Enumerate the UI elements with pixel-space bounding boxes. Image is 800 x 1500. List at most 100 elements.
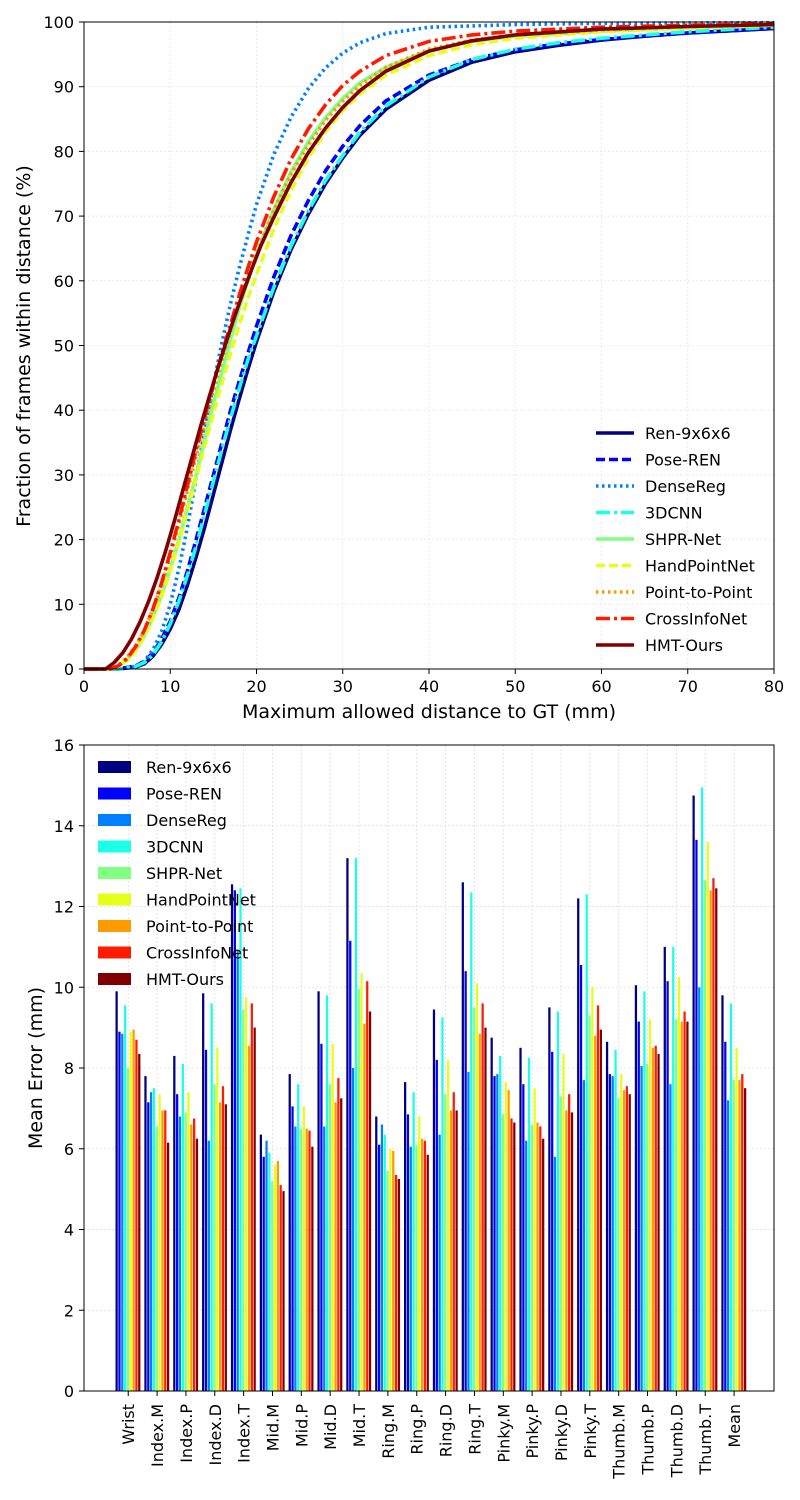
- bar: [129, 1031, 132, 1391]
- bar: [470, 892, 473, 1391]
- bar: [674, 1019, 678, 1391]
- bar: [166, 1142, 170, 1391]
- bar: [721, 995, 724, 1391]
- series-line-3dcnn: [84, 25, 775, 671]
- bottom-y-tick-label: 14: [54, 817, 74, 836]
- legend-label: 3DCNN: [146, 838, 204, 857]
- legend-label: HMT-Ours: [645, 636, 723, 655]
- bar: [643, 991, 646, 1391]
- bar: [193, 1118, 196, 1391]
- bar: [481, 1003, 484, 1391]
- bar: [622, 1090, 626, 1391]
- bar: [380, 1124, 384, 1391]
- bottom-y-tick-label: 12: [54, 898, 74, 917]
- bar: [510, 1118, 513, 1391]
- legend-swatch: [98, 920, 131, 932]
- cumulative-error-chart: 0 10 20 30 40 50 60 70 80 0 10 20 30 40 50 60 70 80 90 100…: [13, 13, 784, 723]
- bar: [496, 1074, 499, 1391]
- bar: [279, 1185, 282, 1391]
- bottom-x-tick-label: Mean: [725, 1404, 744, 1448]
- bar: [709, 890, 712, 1391]
- bar: [259, 1134, 262, 1391]
- top-y-tick-label: 0: [64, 660, 74, 679]
- bar: [596, 1005, 600, 1391]
- bar: [741, 1074, 744, 1391]
- bottom-legend: Ren-9x6x6 Pose-REN DenseReg 3DCNN SHPR-Net Ha…: [98, 758, 256, 989]
- bar: [219, 1102, 222, 1391]
- bar: [334, 1102, 337, 1391]
- bar: [276, 1160, 279, 1391]
- top-x-ticks: 0 10 20 30 40 50 60 70 80: [79, 669, 784, 696]
- mean-error-bar-chart: Wrist Index.M Index.P Index.D Index.T Mid.M Mi…: [25, 736, 775, 1480]
- bar: [138, 1053, 141, 1391]
- bar: [207, 1140, 210, 1391]
- top-x-tick-label: 0: [79, 677, 89, 696]
- bar: [195, 1138, 199, 1391]
- bar: [178, 1116, 182, 1391]
- bar: [608, 1074, 612, 1391]
- bar: [386, 1171, 389, 1391]
- bar: [150, 1092, 153, 1391]
- bar: [542, 1138, 545, 1391]
- bottom-y-tick-label: 10: [54, 978, 74, 997]
- bar: [712, 878, 715, 1391]
- bar: [700, 787, 704, 1391]
- top-y-tick-label: 10: [54, 595, 74, 614]
- bottom-x-tick-label: Mid.M: [263, 1404, 282, 1451]
- bar: [245, 997, 248, 1391]
- bar: [556, 1011, 559, 1391]
- bar: [680, 1021, 683, 1391]
- bar: [727, 1100, 730, 1391]
- bar: [672, 946, 675, 1391]
- top-x-tick-label: 20: [246, 677, 266, 696]
- bar: [588, 1015, 591, 1391]
- bar: [420, 1138, 424, 1391]
- bar: [331, 1043, 334, 1391]
- bar: [230, 884, 234, 1391]
- bar: [617, 1098, 620, 1391]
- bar: [565, 1110, 568, 1391]
- bottom-y-axis-label: Mean Error (mm): [25, 987, 47, 1149]
- top-y-tick-label: 90: [54, 78, 74, 97]
- bar: [262, 1156, 265, 1391]
- bottom-y-ticks: 0 2 4 6 8 10 12 14 16: [54, 736, 84, 1401]
- bottom-y-tick-label: 0: [64, 1382, 74, 1401]
- bar: [415, 1144, 418, 1391]
- top-y-tick-label: 100: [43, 13, 74, 32]
- bottom-x-tick-label: Index.D: [206, 1404, 225, 1465]
- bar: [525, 1140, 528, 1391]
- top-y-tick-label: 60: [54, 272, 74, 291]
- bottom-x-tick-label: Thumb.T: [696, 1404, 715, 1476]
- bar: [729, 1003, 733, 1391]
- bar: [299, 1128, 303, 1391]
- bar: [438, 1134, 441, 1391]
- bar: [158, 1094, 161, 1391]
- top-x-tick-label: 40: [419, 677, 439, 696]
- legend-label: Pose-REN: [146, 785, 222, 804]
- series-line-hmt-ours: [84, 22, 775, 671]
- bottom-x-tick-label: Index.T: [235, 1404, 254, 1463]
- bar: [562, 1053, 565, 1391]
- bar: [132, 1029, 135, 1391]
- bar: [412, 1092, 415, 1391]
- bottom-x-tick-label: Index.M: [148, 1404, 167, 1467]
- bar: [455, 1110, 458, 1391]
- bar: [553, 1156, 557, 1391]
- bottom-x-tick-label: Mid.P: [292, 1404, 311, 1447]
- series-line-densereg: [84, 20, 775, 671]
- bar: [507, 1090, 510, 1391]
- bar: [366, 981, 369, 1391]
- legend-swatch: [98, 946, 131, 959]
- legend-label: Ren-9x6x6: [146, 758, 232, 777]
- bar: [559, 1096, 562, 1391]
- bar: [253, 1027, 256, 1391]
- bar: [271, 1181, 274, 1391]
- bar: [383, 1134, 386, 1391]
- bar: [357, 989, 360, 1391]
- bar: [126, 1068, 130, 1391]
- bar: [686, 1021, 689, 1391]
- bottom-y-tick-label: 2: [64, 1301, 74, 1320]
- bottom-y-tick-label: 4: [64, 1221, 74, 1240]
- bar: [657, 1053, 660, 1391]
